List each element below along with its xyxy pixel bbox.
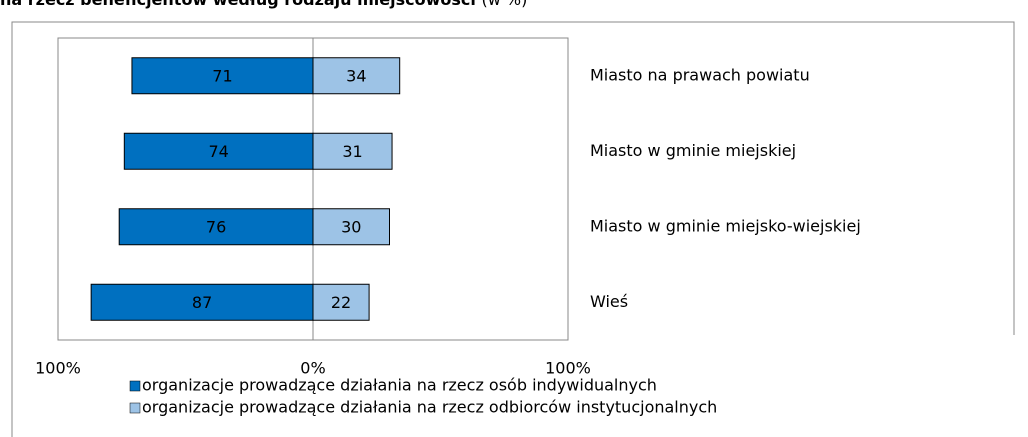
bar (123, 132, 314, 170)
value-label: 76 (206, 217, 226, 236)
legend-swatch (129, 380, 141, 392)
value-label: 31 (342, 142, 362, 161)
category-label: Miasto w gminie miejsko-wiejskiej (590, 216, 861, 235)
chart-title: na rzecz beneficjentów według rodzaju mi… (0, 0, 527, 9)
category-label: Miasto w gminie miejskiej (590, 141, 796, 160)
value-label: 87 (192, 293, 212, 312)
legend-label: organizacje prowadzące działania na rzec… (142, 398, 717, 417)
title-main: na rzecz beneficjentów według rodzaju mi… (0, 0, 476, 9)
bar (90, 283, 314, 321)
value-label: 71 (212, 66, 232, 85)
chart-frame (11, 21, 1015, 437)
title-unit: (w %) (481, 0, 527, 9)
bar (312, 208, 390, 246)
bar (312, 132, 393, 170)
x-tick-label: 100% (545, 359, 591, 378)
value-label: 74 (208, 142, 228, 161)
category-label: Wieś (590, 292, 628, 311)
x-tick-label: 100% (35, 359, 81, 378)
legend-label: organizacje prowadzące działania na rzec… (142, 376, 657, 395)
value-label: 30 (341, 217, 361, 236)
bar (312, 57, 401, 95)
value-label: 34 (346, 66, 366, 85)
x-tick-label: 0% (300, 359, 325, 378)
bar (118, 208, 314, 246)
category-label: Miasto na prawach powiatu (590, 65, 810, 84)
legend-swatch (129, 402, 141, 414)
value-label: 22 (331, 293, 351, 312)
bar (312, 283, 370, 321)
